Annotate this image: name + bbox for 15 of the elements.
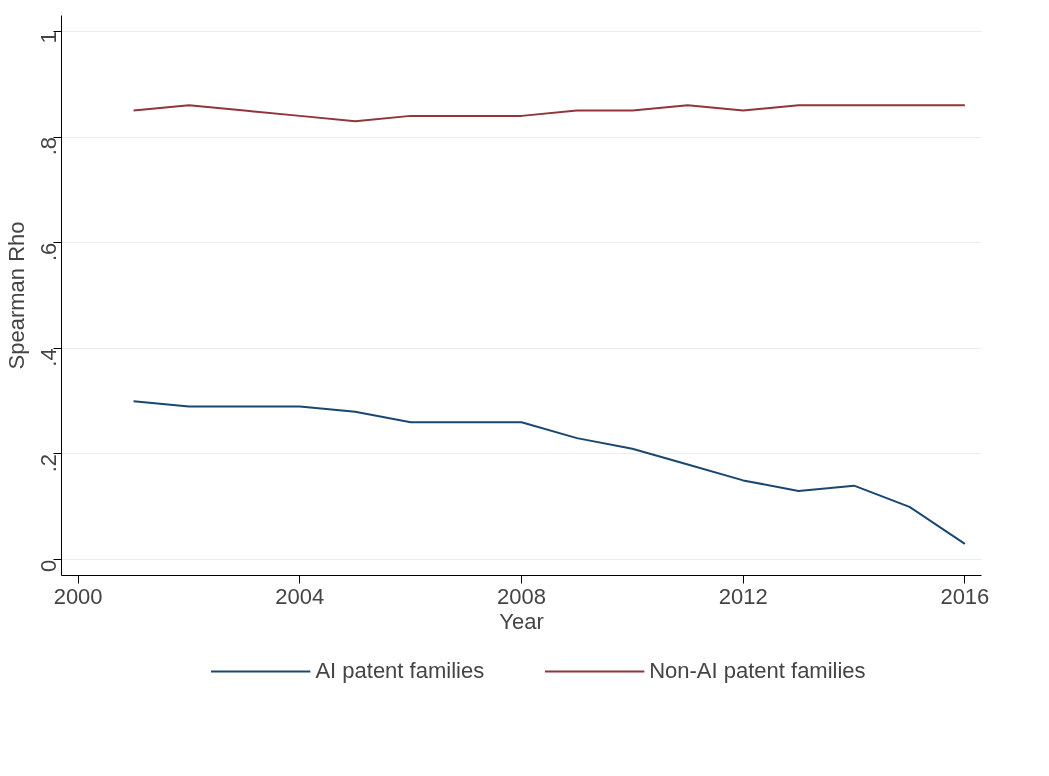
x-axis-title: Year	[499, 608, 544, 634]
legend-label: Non-AI patent families	[649, 658, 866, 684]
y-axis-title: Spearman Rho	[3, 221, 29, 370]
x-tick-label: 2012	[718, 583, 768, 609]
x-tick-label: 2000	[53, 583, 103, 609]
y-tick-label: 0	[36, 559, 61, 572]
y-tick-label: .2	[36, 453, 61, 473]
x-tick-label: 2016	[940, 583, 990, 609]
y-tick-label: .4	[36, 348, 61, 367]
x-tick-label: 2004	[275, 583, 325, 609]
y-tick-label: .8	[36, 137, 61, 156]
legend-label: AI patent families	[315, 658, 485, 684]
y-tick-label: 1	[36, 31, 61, 44]
x-tick-label: 2008	[497, 583, 546, 609]
y-tick-label: .6	[36, 242, 61, 262]
